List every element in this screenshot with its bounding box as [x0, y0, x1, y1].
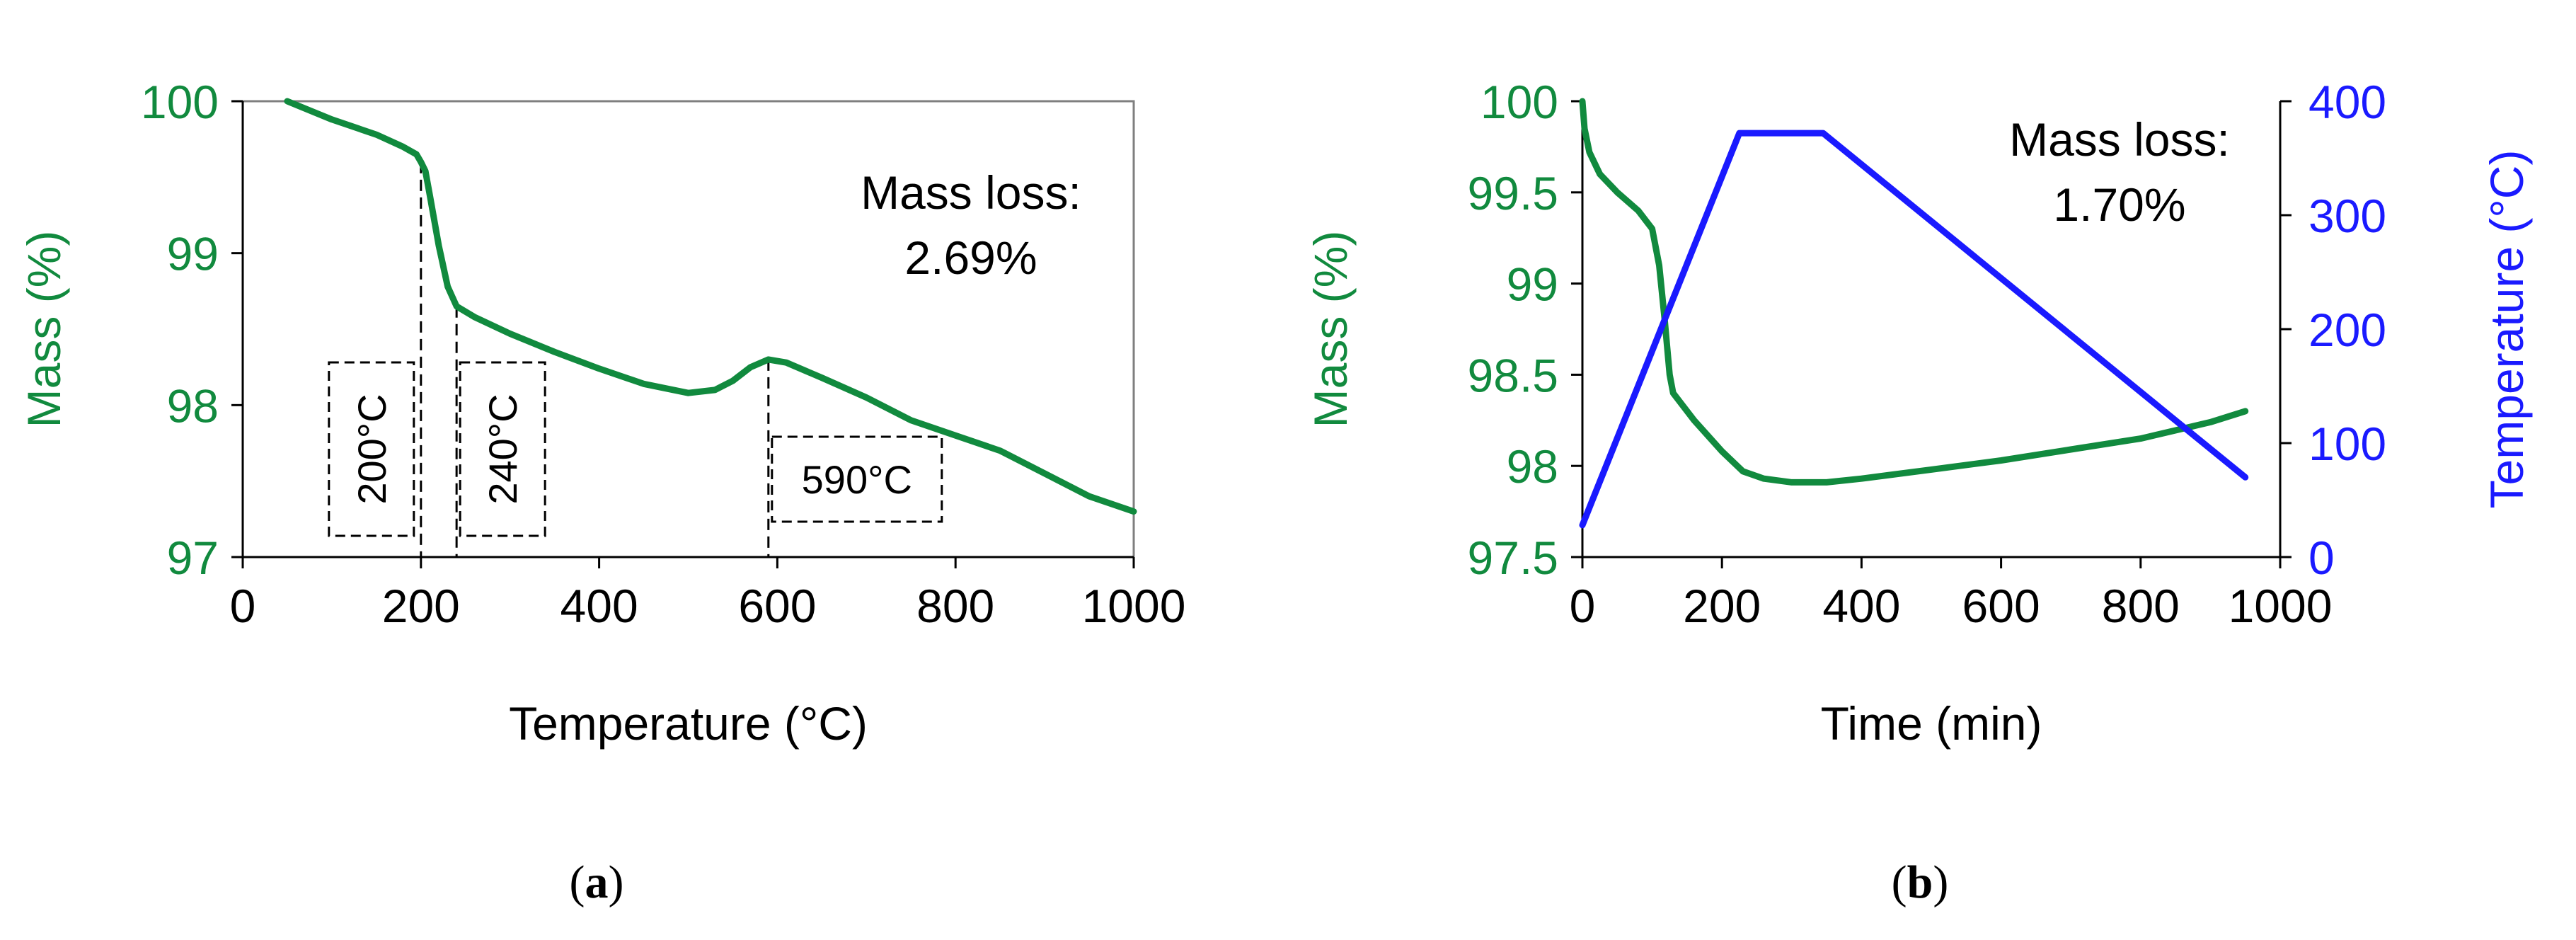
- x-tick-label-a: 600: [738, 580, 816, 632]
- x-tick-label-a: 400: [560, 580, 638, 632]
- series-temperature-b: [1579, 130, 2249, 529]
- x-tick-label-a: 0: [230, 580, 256, 632]
- marker-label-590: 590°C: [802, 457, 912, 502]
- x-axis-title-b: Time (min): [1821, 697, 2042, 750]
- y-tick-label-b: 99.5: [1468, 167, 1558, 219]
- y-axis-title-a: Mass (%): [18, 231, 70, 428]
- caption-b-open: (: [1892, 856, 1907, 908]
- caption-a-open: (: [570, 856, 585, 908]
- x-tick-label-b: 1000: [2229, 580, 2333, 632]
- marker-box-240: [459, 361, 546, 537]
- annotation-line2-a: 2.69%: [904, 231, 1037, 284]
- caption-b-letter: b: [1907, 856, 1933, 908]
- caption-a-letter: a: [585, 856, 609, 908]
- y-tick-label-b: 98: [1507, 440, 1558, 493]
- y-tick-label-b: 98.5: [1468, 349, 1558, 401]
- marker-label-240: 240°C: [481, 394, 525, 504]
- y2-axis-title-b: Temperature (°C): [2480, 150, 2533, 509]
- x-tick-label-a: 1000: [1082, 580, 1186, 632]
- x-tick-label-b: 600: [1962, 580, 2040, 632]
- y-axis-title-b: Mass (%): [1304, 231, 1357, 428]
- series-mass-b: [1579, 98, 2249, 486]
- annotation-line1-b: Mass loss:: [2009, 113, 2230, 166]
- x-tick-label-a: 800: [916, 580, 994, 632]
- x-tick-label-b: 0: [1570, 580, 1596, 632]
- y-tick-label-a: 97: [167, 532, 219, 584]
- y2-tick-label-b: 100: [2308, 418, 2386, 470]
- y-tick-label-b: 100: [1480, 76, 1558, 128]
- x-axis-title-a: Temperature (°C): [509, 697, 868, 750]
- caption-b: (b): [1892, 856, 1949, 908]
- y2-tick-label-b: 300: [2308, 190, 2386, 242]
- y2-tick-label-b: 400: [2308, 76, 2386, 128]
- x-tick-label-b: 800: [2102, 580, 2180, 632]
- y-tick-label-b: 97.5: [1468, 532, 1558, 584]
- x-tick-label-a: 200: [382, 580, 460, 632]
- marker-label-200: 200°C: [350, 394, 394, 504]
- y-tick-label-a: 99: [167, 228, 219, 280]
- y2-tick-label-b: 200: [2308, 304, 2386, 356]
- y-tick-label-a: 100: [141, 76, 219, 128]
- y-tick-label-b: 99: [1507, 258, 1558, 311]
- annotation-line1-a: Mass loss:: [861, 166, 1081, 219]
- y-tick-label-a: 98: [167, 379, 219, 432]
- annotation-line2-b: 1.70%: [2053, 178, 2185, 231]
- caption-a: (a): [570, 856, 624, 908]
- marker-box-590: [771, 435, 943, 523]
- y2-tick-label-b: 0: [2308, 532, 2335, 584]
- x-tick-label-b: 400: [1822, 580, 1900, 632]
- caption-a-close: ): [609, 856, 624, 908]
- caption-b-close: ): [1933, 856, 1948, 908]
- marker-box-200: [328, 361, 415, 537]
- x-tick-label-b: 200: [1683, 580, 1761, 632]
- series-mass-a: [284, 98, 1137, 515]
